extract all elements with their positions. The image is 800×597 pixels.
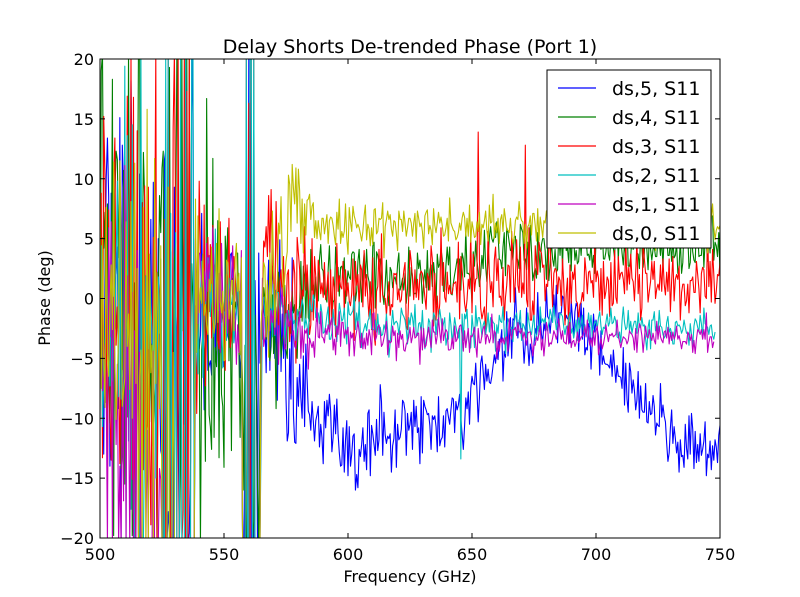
legend-entry: ds,0, S11 (558, 223, 700, 245)
legend: ds,5, S11 ds,4, S11 ds,3, S11 ds,2, S11 ds,1… (546, 69, 712, 249)
y-tick-label: 20 (74, 50, 94, 69)
y-tick-label: 0 (84, 290, 94, 309)
y-tick-label: 5 (84, 230, 94, 249)
x-tick-label: 500 (85, 545, 116, 564)
y-tick-label: −20 (60, 529, 94, 548)
x-tick-label: 600 (333, 545, 364, 564)
legend-entry: ds,1, S11 (558, 194, 700, 216)
legend-label: ds,2, S11 (612, 165, 700, 187)
y-tick-label: −15 (60, 469, 94, 488)
legend-label: ds,1, S11 (612, 194, 700, 216)
legend-label: ds,0, S11 (612, 223, 700, 245)
x-axis-label: Frequency (GHz) (343, 567, 476, 586)
legend-label: ds,3, S11 (612, 136, 700, 158)
y-tick-label: −5 (70, 349, 94, 368)
legend-entry: ds,2, S11 (558, 165, 700, 187)
legend-box (546, 69, 712, 249)
y-tick-label: 15 (74, 110, 94, 129)
legend-entry: ds,3, S11 (558, 136, 700, 158)
x-tick-label: 650 (457, 545, 488, 564)
legend-label: ds,4, S11 (612, 107, 700, 129)
x-axis-ticks: 500 550 600 650 700 750 (85, 59, 736, 564)
legend-label: ds,5, S11 (612, 78, 700, 100)
y-axis-ticks: −20 −15 −10 −5 0 5 10 15 20 (60, 50, 720, 548)
x-tick-label: 700 (581, 545, 612, 564)
legend-entry: ds,4, S11 (558, 107, 700, 129)
x-tick-label: 750 (705, 545, 736, 564)
legend-entry: ds,5, S11 (558, 78, 700, 100)
series-line-3 (100, 59, 716, 538)
x-tick-label: 550 (209, 545, 240, 564)
y-tick-label: 10 (74, 170, 94, 189)
chart-title: Delay Shorts De-trended Phase (Port 1) (223, 36, 597, 58)
y-tick-label: −10 (60, 409, 94, 428)
y-axis-label: Phase (deg) (35, 250, 54, 346)
